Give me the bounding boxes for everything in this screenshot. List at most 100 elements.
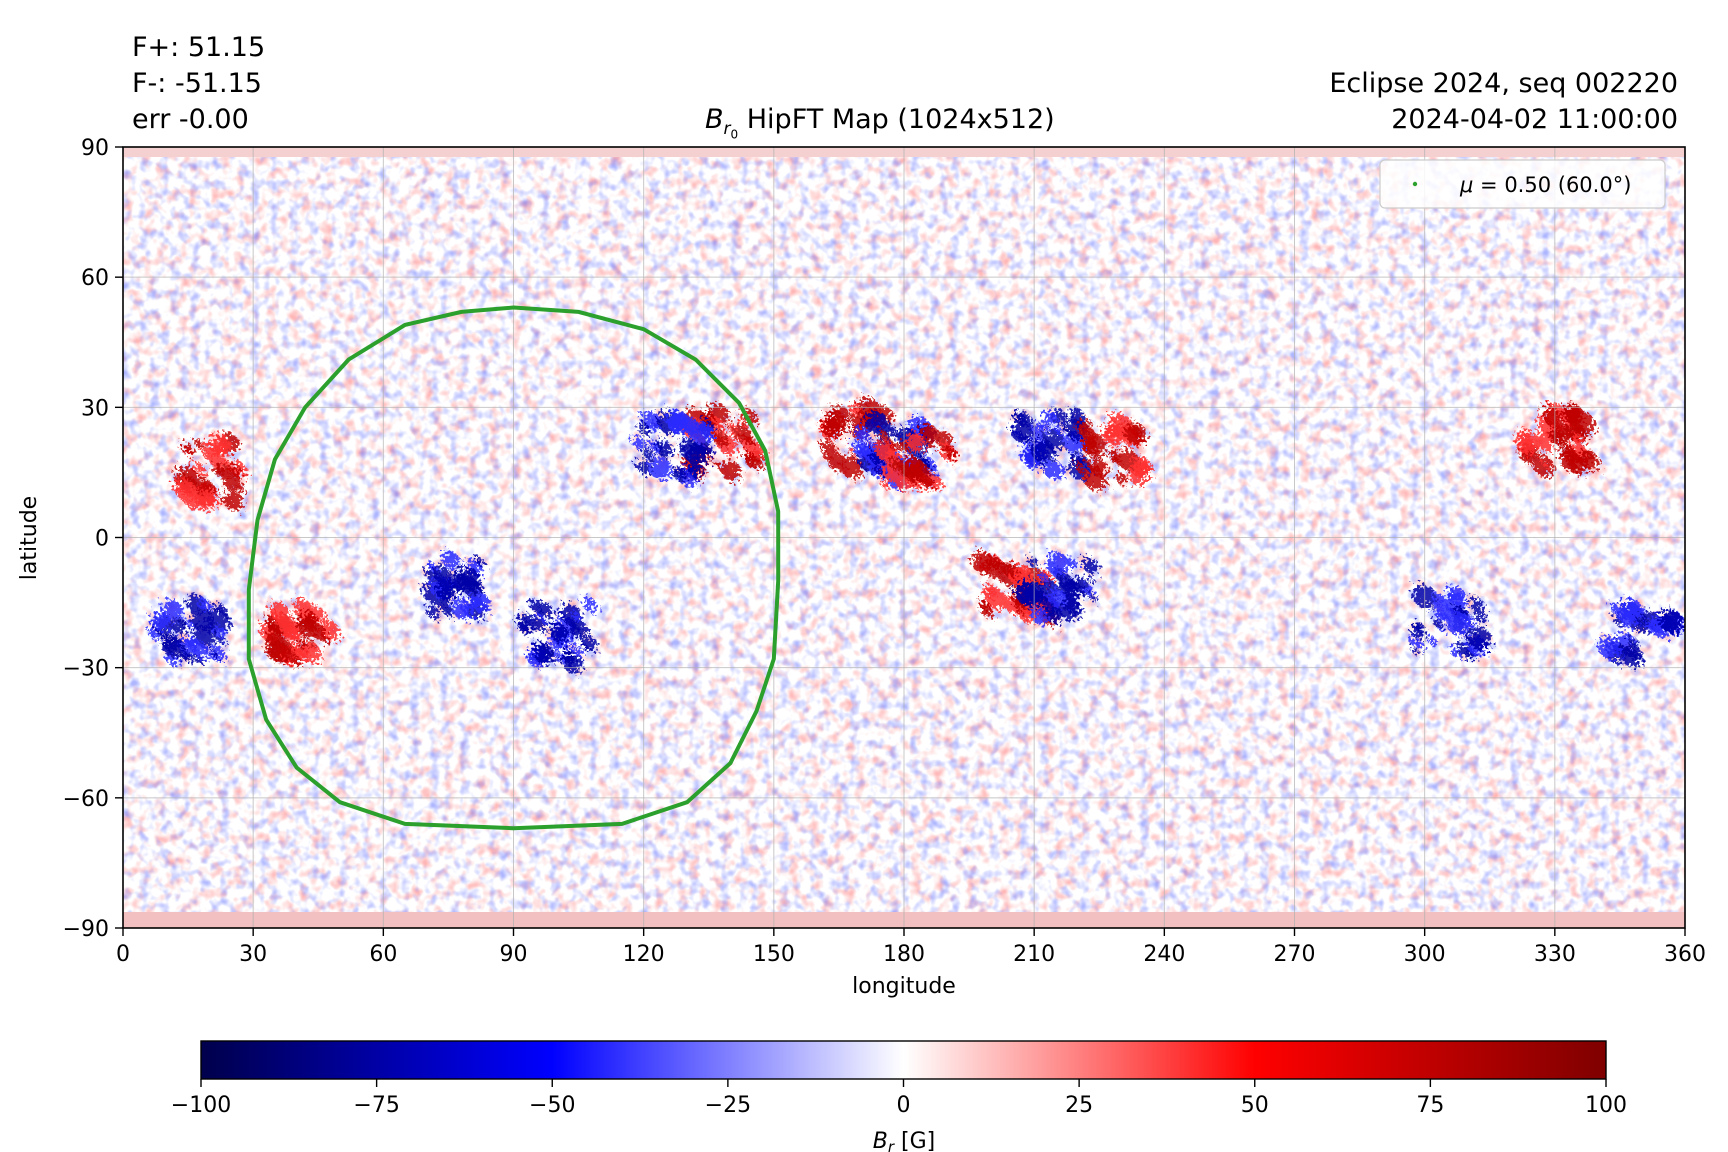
positive-flux-blob — [1549, 428, 1566, 445]
positive-flux-blob — [182, 443, 194, 455]
positive-flux-blob — [1082, 438, 1098, 454]
positive-flux-blob — [1090, 458, 1108, 476]
negative-flux-blob — [1624, 646, 1634, 656]
positive-flux-blob — [1083, 457, 1090, 465]
negative-flux-blob — [1088, 593, 1096, 601]
negative-flux-blob — [1446, 611, 1471, 636]
x-tick-label: 120 — [623, 942, 665, 967]
negative-flux-blob — [1046, 552, 1069, 576]
negative-flux-blob — [452, 598, 473, 620]
negative-flux-blob — [162, 635, 184, 658]
positive-flux-blob — [821, 419, 841, 438]
negative-flux-blob — [853, 441, 868, 457]
colorbar-tick-label: −75 — [353, 1093, 399, 1118]
negative-flux-blob — [469, 595, 481, 607]
positive-flux-blob — [195, 490, 216, 511]
info-line-2: 2024-04-02 11:00:00 — [1391, 104, 1678, 135]
negative-flux-blob — [517, 613, 535, 632]
y-tick-label: −60 — [63, 787, 109, 812]
negative-flux-blob — [1450, 647, 1460, 657]
positive-flux-blob — [720, 460, 741, 482]
negative-flux-blob — [1044, 410, 1058, 424]
x-tick-label: 0 — [116, 942, 130, 967]
negative-flux-blob — [1039, 572, 1048, 581]
legend-box — [1379, 159, 1666, 209]
negative-flux-blob — [178, 637, 196, 655]
negative-flux-blob — [1031, 439, 1055, 463]
negative-flux-blob — [656, 440, 674, 458]
colorbar-label-symbol: B — [873, 1129, 888, 1152]
y-axis-label: latitude — [17, 496, 42, 580]
negative-flux-blob — [1083, 585, 1094, 596]
negative-flux-blob — [673, 467, 687, 481]
positive-flux-blob — [745, 452, 758, 466]
positive-flux-blob — [830, 405, 850, 424]
flux-positive: F+: 51.15 — [132, 32, 266, 63]
x-tick-label: 60 — [369, 942, 397, 967]
positive-flux-blob — [297, 640, 306, 649]
negative-flux-blob — [476, 557, 485, 566]
mu-contour-line — [246, 305, 781, 831]
positive-flux-blob — [321, 636, 329, 643]
negative-flux-blob — [1043, 460, 1064, 480]
y-tick-label: 60 — [81, 266, 109, 291]
negative-flux-blob — [538, 615, 546, 623]
x-tick-label: 300 — [1404, 942, 1446, 967]
negative-flux-blob — [1411, 625, 1425, 639]
negative-flux-blob — [215, 603, 226, 615]
negative-flux-blob — [1087, 576, 1094, 583]
positive-flux-blob — [209, 434, 232, 456]
negative-flux-blob — [553, 651, 564, 662]
negative-flux-blob — [894, 430, 903, 439]
positive-flux-blob — [1542, 407, 1562, 426]
negative-flux-blob — [854, 426, 870, 442]
colorbar-tick-label: 100 — [1585, 1093, 1627, 1118]
positive-flux-blob — [1003, 564, 1018, 578]
legend-marker — [1412, 181, 1418, 187]
negative-flux-blob — [1645, 621, 1657, 632]
positive-flux-blob — [1515, 430, 1540, 455]
colorbar-ticks: −100 −75 −50 −25 0 25 50 75 100 — [171, 1079, 1627, 1118]
positive-flux-blob — [731, 433, 738, 440]
legend-mu: μ — [1459, 173, 1473, 197]
x-tick-label: 210 — [1013, 942, 1055, 967]
colorbar-gradient — [200, 1040, 1607, 1080]
negative-flux-blob — [166, 653, 180, 666]
positive-flux-blob — [717, 463, 725, 471]
negative-flux-blob — [572, 624, 580, 632]
negative-flux-blob — [1427, 636, 1437, 646]
negative-flux-blob — [1416, 640, 1424, 649]
colorbar-tick-label: −50 — [529, 1093, 575, 1118]
negative-flux-blob — [172, 618, 188, 634]
colorbar-label-sub: r — [888, 1138, 895, 1152]
negative-flux-blob — [1432, 593, 1446, 608]
negative-flux-blob — [1072, 452, 1087, 467]
negative-flux-blob — [182, 651, 193, 662]
positive-flux-blob — [223, 490, 243, 511]
positive-flux-blob — [926, 440, 934, 448]
negative-flux-blob — [679, 439, 699, 459]
x-axis-ticks: 0 30 60 90 120 150 180 210 240 270 300 330 360 — [116, 928, 1706, 967]
positive-flux-blob — [821, 440, 837, 456]
positive-flux-blob — [1130, 456, 1152, 478]
negative-flux-blob — [1055, 427, 1064, 436]
positive-flux-blob — [319, 621, 340, 641]
negative-flux-blob — [1028, 556, 1038, 567]
negative-flux-blob — [442, 551, 460, 569]
negative-flux-blob — [674, 416, 688, 429]
info-block: Eclipse 2024, seq 002220 2024-04-02 11:0… — [1329, 66, 1678, 138]
active-regions — [148, 397, 1685, 673]
negative-flux-blob — [632, 436, 646, 450]
negative-flux-blob — [1058, 597, 1082, 621]
y-tick-label: 90 — [81, 136, 109, 161]
negative-flux-blob — [582, 636, 598, 651]
positive-flux-blob — [1559, 450, 1581, 472]
negative-flux-blob — [433, 566, 451, 583]
positive-flux-blob — [1124, 422, 1147, 445]
colorbar: −100 −75 −50 −25 0 25 50 75 100 Br [G] — [171, 1040, 1627, 1152]
positive-flux-blob — [901, 457, 923, 479]
y-tick-label: 30 — [81, 396, 109, 421]
colorbar-label-unit: [G] — [894, 1129, 935, 1152]
positive-flux-blob — [223, 472, 242, 491]
y-tick-label: −90 — [63, 917, 109, 942]
